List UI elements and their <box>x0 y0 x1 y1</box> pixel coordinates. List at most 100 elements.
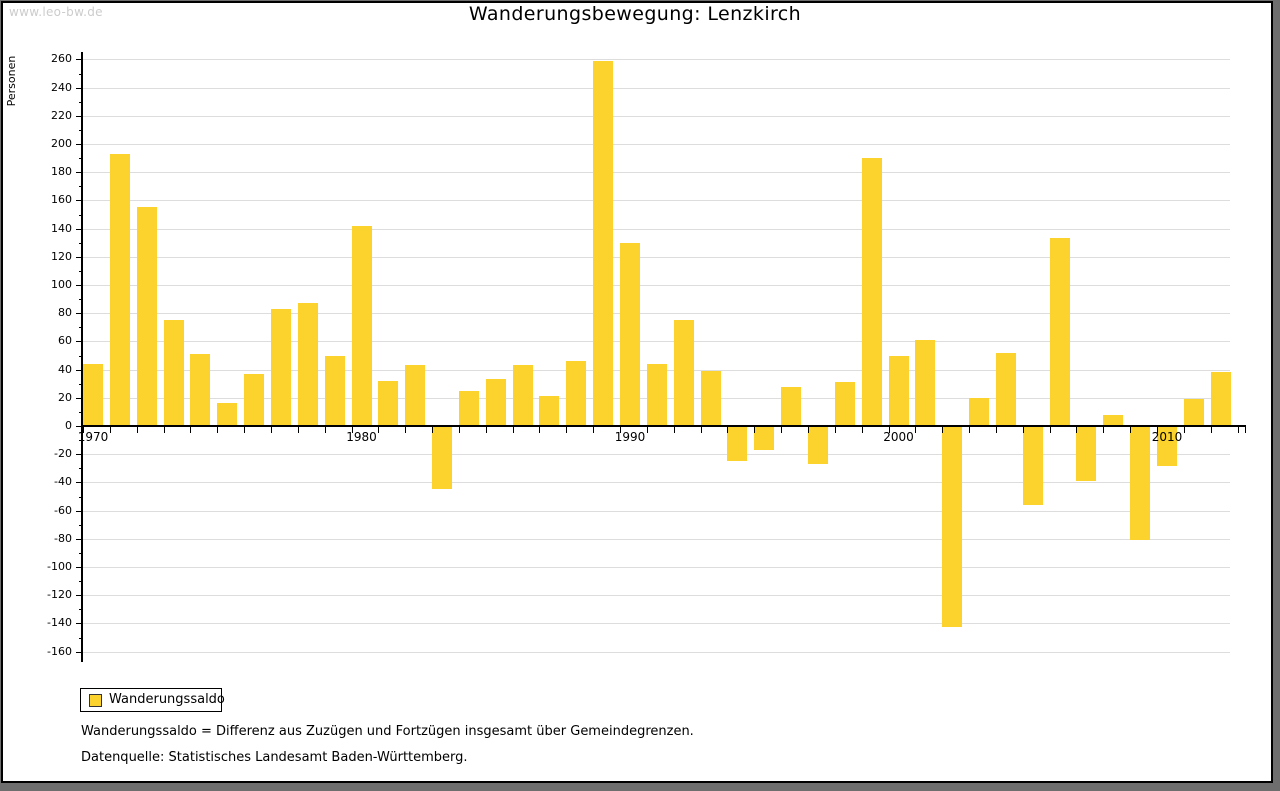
x-axis-end-tick <box>1245 427 1246 433</box>
gridline <box>82 59 1230 61</box>
y-axis-minor-tick <box>79 609 82 611</box>
y-axis-major-tick <box>76 454 82 456</box>
bar-1979 <box>324 355 345 426</box>
y-tick-label: 40 <box>58 362 72 376</box>
gridline <box>82 115 1230 117</box>
x-axis-tick <box>1237 427 1239 433</box>
page-title: Wanderungsbewegung: Lenzkirch <box>468 3 802 25</box>
x-axis-tick <box>485 427 487 433</box>
y-tick-label: -100 <box>47 560 72 573</box>
y-tick-label: 220 <box>51 108 72 122</box>
x-axis-tick <box>915 427 917 433</box>
y-axis-minor-tick <box>79 496 82 498</box>
x-axis-tick <box>432 427 434 433</box>
y-tick-label: -20 <box>54 447 72 461</box>
y-axis-minor-tick <box>79 637 82 639</box>
y-axis-minor-tick <box>79 327 82 329</box>
y-tick-label: 140 <box>51 221 72 235</box>
y-tick-label: 100 <box>51 278 72 291</box>
legend-swatch-icon <box>89 694 102 707</box>
x-axis-tick <box>807 427 809 433</box>
y-axis-minor-tick <box>79 214 82 216</box>
x-axis-tick <box>646 427 648 433</box>
gridline <box>82 228 1230 230</box>
x-axis-tick <box>190 427 192 433</box>
y-axis-major-tick <box>76 651 82 653</box>
y-axis-minor-tick <box>79 270 82 272</box>
x-axis-tick <box>324 427 326 433</box>
bar-2005 <box>1022 427 1043 505</box>
bar-2001 <box>915 339 936 426</box>
y-axis-major-tick <box>76 59 82 61</box>
bar-1993 <box>700 371 721 426</box>
bar-1985 <box>485 379 506 426</box>
bar-2009 <box>1130 427 1151 540</box>
gridline <box>82 595 1230 597</box>
x-axis-tick <box>378 427 380 433</box>
x-axis-tick <box>1103 427 1105 433</box>
y-axis-major-tick <box>76 228 82 230</box>
gridline <box>82 454 1230 456</box>
x-axis-tick <box>1210 427 1212 433</box>
x-axis-tick <box>217 427 219 433</box>
bar-1972 <box>136 207 157 426</box>
y-axis-major-tick <box>76 285 82 286</box>
y-axis-line <box>81 52 83 662</box>
y-axis-minor-tick <box>79 242 82 244</box>
footnote-source: Datenquelle: Statistisches Landesamt Bad… <box>81 750 468 765</box>
gridline <box>82 651 1230 653</box>
x-axis-tick <box>512 427 514 433</box>
gridline <box>82 172 1230 174</box>
x-axis-tick <box>539 427 541 433</box>
y-tick-label: 200 <box>51 137 72 150</box>
x-axis-line <box>82 425 1246 427</box>
x-axis-tick <box>754 427 756 433</box>
x-axis-tick <box>620 427 621 433</box>
bar-2002 <box>942 427 963 628</box>
y-axis-minor-tick <box>79 355 82 357</box>
gridline <box>82 313 1230 315</box>
y-axis-major-tick <box>76 144 82 145</box>
y-tick-label: 20 <box>58 390 72 404</box>
gridline <box>82 144 1230 145</box>
x-axis-tick <box>566 427 568 433</box>
bar-1978 <box>297 303 318 426</box>
y-axis-major-tick <box>76 510 82 512</box>
bar-1998 <box>834 382 855 426</box>
bar-1982 <box>405 365 426 426</box>
y-tick-label: 180 <box>51 165 72 179</box>
x-axis-tick <box>593 427 595 433</box>
y-axis-minor-tick <box>79 524 82 526</box>
bar-2004 <box>995 352 1016 426</box>
y-tick-label: -80 <box>54 531 72 545</box>
bar-1970 <box>83 363 103 426</box>
bar-1995 <box>754 427 775 450</box>
y-axis-minor-tick <box>79 552 82 554</box>
x-axis-tick <box>109 427 111 433</box>
bar-2012 <box>1210 372 1231 426</box>
x-axis-tick <box>297 427 299 433</box>
gridline <box>82 538 1230 540</box>
y-axis-major-tick <box>76 595 82 597</box>
gridline <box>82 482 1230 484</box>
y-axis-major-tick <box>76 341 82 343</box>
x-tick-label-1980: 1980 <box>346 430 377 444</box>
bar-2006 <box>1049 238 1070 426</box>
bar-2010 <box>1157 427 1177 467</box>
x-axis-tick <box>458 427 460 433</box>
x-axis-tick <box>244 427 246 433</box>
y-tick-label: 120 <box>51 249 72 263</box>
y-tick-label: -60 <box>54 503 72 517</box>
y-axis-minor-tick <box>79 101 82 103</box>
x-axis-tick <box>270 427 272 433</box>
bar-1977 <box>270 308 291 426</box>
y-axis-minor-tick <box>79 186 82 188</box>
y-axis-major-tick <box>76 200 82 202</box>
bar-2000 <box>888 355 909 426</box>
y-tick-label: 80 <box>58 306 72 320</box>
y-axis-minor-tick <box>79 440 82 442</box>
bar-1992 <box>673 320 694 426</box>
x-axis-tick <box>83 427 84 433</box>
